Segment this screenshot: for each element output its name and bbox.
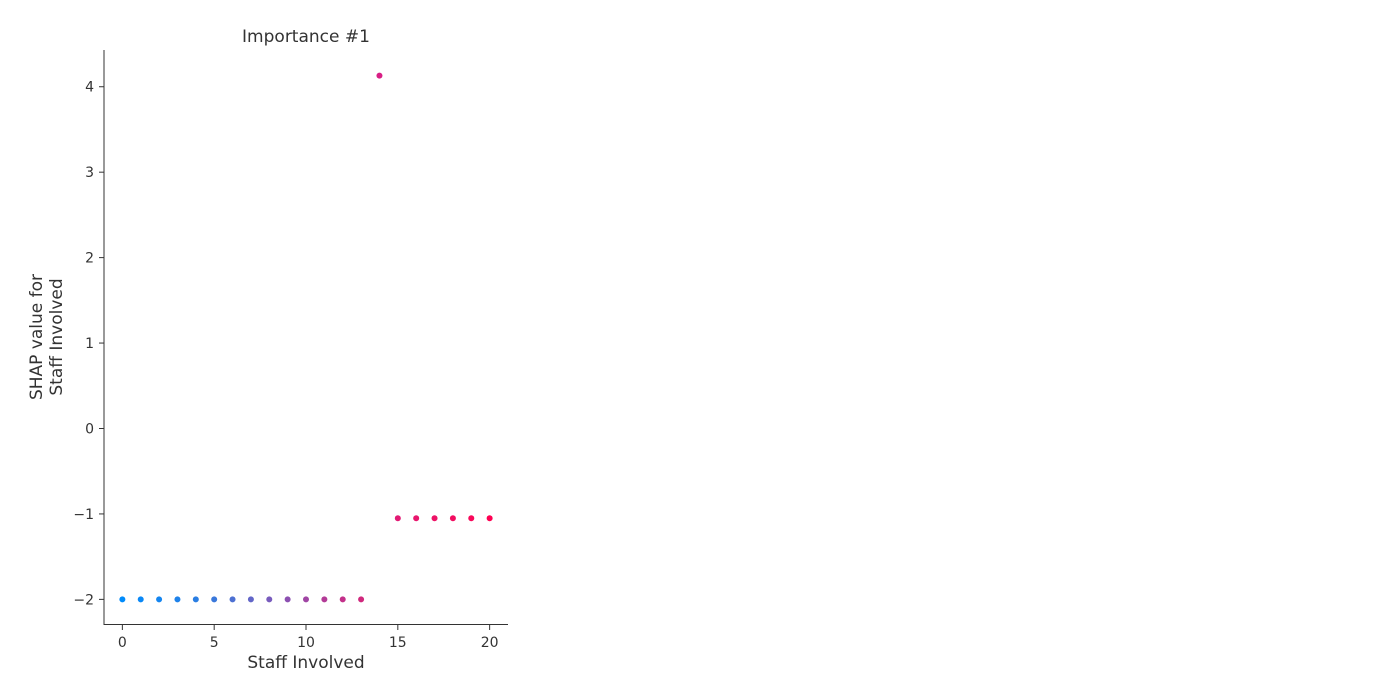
- data-point: [394, 515, 401, 522]
- x-tick-label: 10: [297, 635, 315, 651]
- data-point: [192, 596, 199, 603]
- data-point: [358, 596, 365, 603]
- scatter-points: [119, 72, 493, 603]
- data-point: [486, 515, 493, 522]
- y-axis-ticks: −2 −1 0 1 2 3 4: [73, 80, 104, 608]
- y-tick-label: −1: [73, 507, 94, 523]
- data-point: [449, 515, 456, 522]
- y-tick-label: 0: [85, 421, 94, 437]
- data-point: [321, 596, 328, 603]
- data-point: [431, 515, 438, 522]
- data-point: [229, 596, 236, 603]
- data-point: [468, 515, 475, 522]
- y-axis-label: SHAP value for Staff Involved: [27, 274, 67, 400]
- plot-axes: [103, 50, 508, 625]
- data-point: [247, 596, 254, 603]
- y-tick-label: −2: [73, 592, 94, 608]
- data-point: [376, 72, 383, 79]
- x-tick-label: 15: [389, 635, 407, 651]
- x-axis-label: Staff Involved: [247, 653, 364, 673]
- x-axis-ticks: 0 5 10 15 20: [118, 625, 499, 651]
- data-point: [119, 596, 126, 603]
- data-point: [174, 596, 181, 603]
- data-point: [339, 596, 346, 603]
- data-point: [137, 596, 144, 603]
- data-point: [211, 596, 218, 603]
- y-tick-label: 3: [85, 165, 94, 181]
- data-point: [156, 596, 163, 603]
- y-tick-label: 1: [85, 336, 94, 352]
- data-point: [266, 596, 273, 603]
- y-tick-label: 4: [85, 80, 94, 96]
- x-tick-label: 0: [118, 635, 127, 651]
- x-tick-label: 5: [210, 635, 219, 651]
- data-point: [303, 596, 309, 603]
- chart-title: Importance #1: [242, 27, 370, 47]
- x-tick-label: 20: [481, 635, 499, 651]
- data-point: [413, 515, 420, 522]
- y-tick-label: 2: [85, 251, 94, 267]
- y-axis-label-line-1: SHAP value for: [27, 274, 47, 400]
- data-point: [284, 596, 291, 603]
- y-axis-label-line-2: Staff Involved: [47, 278, 67, 395]
